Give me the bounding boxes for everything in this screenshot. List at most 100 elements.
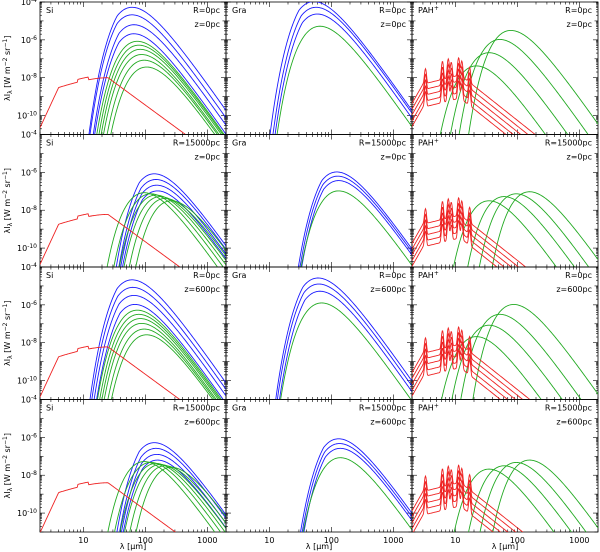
series-line-blue (118, 179, 226, 267)
x-tick-label: 10 (78, 536, 88, 545)
dust-type-label: PAH+ (418, 403, 439, 413)
panel-2-0: Si R=0pc z=600pc (39, 266, 227, 400)
y-tick-label: 10-10 (17, 376, 37, 386)
x-tick-label: 100 (138, 536, 153, 545)
series-line-green (96, 40, 225, 135)
series-line-red (412, 202, 520, 267)
series-line-red (412, 337, 517, 400)
y-axis-title: λIλ [W m−2 sr−1] (2, 301, 14, 366)
curves-group (40, 173, 226, 267)
series-line-blue (122, 190, 226, 267)
height-label: z=0pc (381, 20, 406, 29)
series-line-blue (122, 459, 226, 532)
height-label: z=0pc (195, 153, 220, 162)
height-label: z=0pc (381, 153, 406, 162)
series-line-green (300, 190, 412, 267)
panel-2-1: Gra R=0pc z=600pc (225, 266, 413, 400)
series-line-green (453, 468, 555, 532)
series-line-green (124, 464, 226, 532)
y-tick-label: 10-8 (21, 338, 37, 348)
series-line-green (129, 465, 226, 532)
y-tick-label: 10-8 (21, 73, 37, 83)
panel-1-2: PAH+ R=15000pc z=0pc (411, 134, 599, 268)
series-line-red (40, 345, 181, 400)
radius-label: R=0pc (565, 271, 592, 280)
height-label: z=0pc (567, 153, 592, 162)
x-tick-label: 100 (324, 536, 339, 545)
x-tick-label: 100 (510, 536, 525, 545)
curves-group (269, 2, 412, 135)
series-line-red (412, 79, 507, 135)
series-line-green (479, 462, 587, 532)
series-line-green (441, 336, 542, 400)
series-line-blue (115, 173, 226, 267)
x-tick-label: 10 (264, 536, 274, 545)
series-line-red (412, 196, 527, 267)
panel-0-0: Si R=0pc z=0pc (39, 1, 227, 135)
x-tick-label: 1000 (569, 536, 589, 545)
series-line-blue (301, 443, 412, 532)
curves-group (297, 171, 412, 267)
dust-type-label: Gra (232, 6, 246, 15)
radius-label: R=15000pc (545, 139, 592, 148)
radius-label: R=0pc (379, 271, 406, 280)
y-tick-label: 10-6 (21, 300, 37, 310)
y-axis-title: λIλ [W m−2 sr−1] (2, 36, 14, 101)
panel-2-2: PAH+ R=0pc z=600pc (411, 266, 599, 400)
series-line-green (110, 66, 216, 135)
series-line-green (99, 313, 221, 400)
series-line-red (412, 74, 514, 135)
series-line-red (412, 343, 509, 400)
dust-type-label: Gra (232, 271, 246, 280)
series-line-green (106, 59, 219, 135)
series-line-blue (96, 304, 224, 400)
series-line-green (302, 457, 412, 532)
x-tick-label: 10 (450, 536, 460, 545)
series-line-green (118, 194, 226, 267)
curves-group (412, 304, 598, 400)
height-label: z=600pc (370, 285, 406, 294)
series-line-red (412, 56, 536, 135)
series-line-blue (301, 180, 412, 267)
x-tick-label: 1000 (383, 536, 403, 545)
panel-3-1: Gra R=15000pc z=600pc (225, 399, 413, 533)
radius-label: R=0pc (193, 271, 220, 280)
y-tick-label: 10-10 (17, 243, 37, 253)
series-line-green (128, 197, 226, 267)
curves-group (40, 279, 226, 400)
series-line-green (103, 54, 220, 135)
dust-type-label: Si (46, 6, 53, 15)
series-line-red (412, 213, 505, 267)
x-axis-title: λ [μm] (492, 542, 518, 551)
series-line-blue (279, 290, 412, 400)
series-line-red (412, 481, 502, 532)
height-label: z=600pc (556, 418, 592, 427)
dust-type-label: PAH+ (418, 138, 439, 148)
series-line-red (412, 464, 524, 532)
series-line-blue (297, 171, 412, 267)
series-line-blue (300, 438, 412, 532)
y-tick-label: 10-6 (21, 35, 37, 45)
panel-3-2: PAH+ R=15000pc z=600pc (411, 399, 599, 533)
labels-layer: 10-4 10-6 10-8 10-10 10-4 10-6 10-8 10-10 10-4 10… (2, 0, 590, 551)
curves-group (412, 191, 598, 267)
series-line-green (135, 466, 226, 532)
series-line-green (492, 459, 598, 532)
y-axis-title: λIλ [W m−2 sr−1] (2, 168, 14, 233)
curves-group (40, 442, 226, 532)
series-line-red (412, 219, 498, 267)
series-line-blue (116, 442, 226, 532)
series-line-blue (89, 279, 226, 400)
series-line-green (101, 318, 219, 400)
series-line-blue (88, 6, 226, 135)
series-line-green (458, 39, 589, 135)
height-label: z=600pc (370, 418, 406, 427)
curves-group (412, 459, 598, 532)
series-line-green (467, 196, 576, 267)
series-line-green (468, 465, 572, 532)
series-line-blue (120, 184, 226, 267)
y-tick-label: 10-6 (21, 167, 37, 177)
height-label: z=0pc (567, 20, 592, 29)
series-line-green (491, 191, 598, 267)
